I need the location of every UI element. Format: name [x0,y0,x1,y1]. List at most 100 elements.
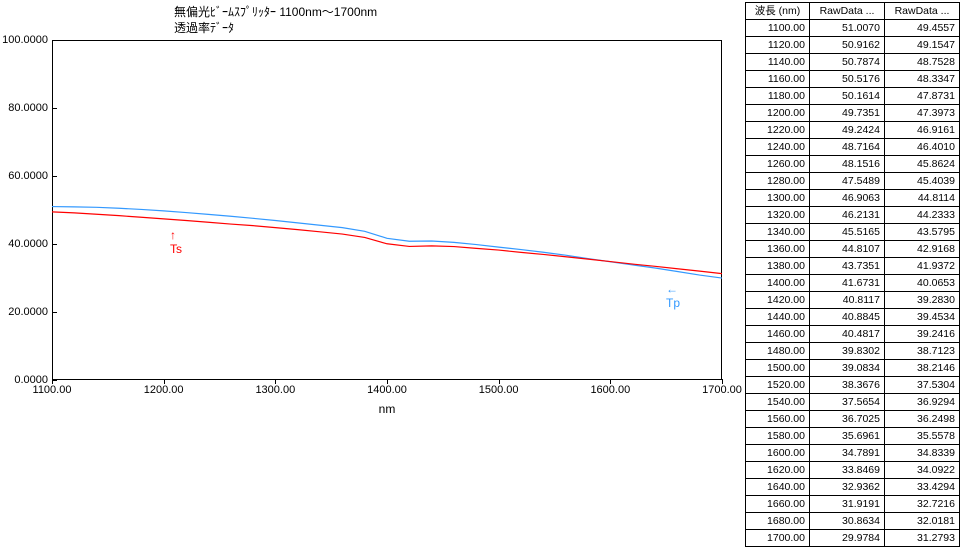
table-row: 1340.0045.516543.5795 [746,224,960,241]
table-cell: 39.8302 [810,343,885,360]
table-header-row: 波長 (nm) RawData ... RawData ... [746,3,960,20]
table-cell: 40.0653 [884,275,959,292]
y-tick-mark [52,176,57,177]
table-cell: 50.5176 [810,71,885,88]
table-cell: 33.8469 [810,462,885,479]
table-cell: 47.5489 [810,173,885,190]
ts-annotation: ↑ Ts [170,228,182,256]
ts-label: Ts [170,242,182,256]
table-cell: 34.7891 [810,445,885,462]
table-row: 1220.0049.242446.9161 [746,122,960,139]
x-tick-mark [610,379,611,384]
table-cell: 1480.00 [746,343,810,360]
y-tick-label: 100.0000 [2,34,48,46]
table-row: 1300.0046.906344.8114 [746,190,960,207]
table-cell: 29.9784 [810,530,885,547]
table-cell: 45.8624 [884,156,959,173]
table-cell: 50.7874 [810,54,885,71]
table-row: 1460.0040.481739.2416 [746,326,960,343]
x-tick-mark [52,379,53,384]
table-cell: 1520.00 [746,377,810,394]
table-cell: 40.8117 [810,292,885,309]
col-header-wavelength: 波長 (nm) [746,3,810,20]
table-cell: 1420.00 [746,292,810,309]
table-cell: 32.7216 [884,496,959,513]
chart-area: 無偏光ﾋﾞｰﾑｽﾌﾟﾘｯﾀｰ 1100nm～1700nm 透過率ﾃﾞｰﾀ 0.0… [0,0,739,520]
col-header-raw2: RawData ... [884,3,959,20]
table-row: 1280.0047.548945.4039 [746,173,960,190]
table-cell: 50.1614 [810,88,885,105]
y-tick-label: 60.0000 [2,170,48,182]
y-tick-label: 40.0000 [2,238,48,250]
table-cell: 1220.00 [746,122,810,139]
y-tick-mark [52,40,57,41]
table-cell: 34.0922 [884,462,959,479]
table-cell: 46.9161 [884,122,959,139]
table-cell: 1320.00 [746,207,810,224]
x-tick-label: 1300.00 [245,384,305,396]
table-cell: 1500.00 [746,360,810,377]
table-row: 1100.0051.007049.4557 [746,20,960,37]
table-cell: 1180.00 [746,88,810,105]
tp-annotation: ← Tp [666,282,680,310]
table-cell: 32.0181 [884,513,959,530]
table-cell: 39.2830 [884,292,959,309]
table-cell: 45.5165 [810,224,885,241]
table-row: 1480.0039.830238.7123 [746,343,960,360]
table-cell: 49.2424 [810,122,885,139]
plot-wrapper: 0.000020.000040.000060.000080.0000100.00… [52,40,722,380]
table-row: 1260.0048.151645.8624 [746,156,960,173]
table-row: 1120.0050.916249.1547 [746,37,960,54]
col-header-raw1: RawData ... [810,3,885,20]
table-cell: 1380.00 [746,258,810,275]
table-cell: 46.4010 [884,139,959,156]
chart-svg [52,40,722,380]
table-cell: 49.4557 [884,20,959,37]
x-tick-mark [499,379,500,384]
ts-arrow-icon: ↑ [170,228,176,242]
table-cell: 51.0070 [810,20,885,37]
data-table: 波長 (nm) RawData ... RawData ... 1100.005… [745,2,960,547]
x-tick-mark [164,379,165,384]
x-tick-label: 1200.00 [134,384,194,396]
table-row: 1240.0048.716446.4010 [746,139,960,156]
table-cell: 39.2416 [884,326,959,343]
y-tick-label: 20.0000 [2,306,48,318]
table-cell: 33.4294 [884,479,959,496]
table-cell: 1660.00 [746,496,810,513]
table-cell: 48.7528 [884,54,959,71]
table-row: 1660.0031.919132.7216 [746,496,960,513]
table-cell: 35.5578 [884,428,959,445]
table-cell: 37.5654 [810,394,885,411]
table-row: 1600.0034.789134.8339 [746,445,960,462]
table-row: 1160.0050.517648.3347 [746,71,960,88]
x-tick-mark [722,379,723,384]
table-cell: 1440.00 [746,309,810,326]
table-cell: 45.4039 [884,173,959,190]
table-row: 1520.0038.367637.5304 [746,377,960,394]
table-cell: 48.3347 [884,71,959,88]
table-cell: 38.2146 [884,360,959,377]
table-cell: 49.1547 [884,37,959,54]
table-cell: 48.7164 [810,139,885,156]
table-cell: 46.9063 [810,190,885,207]
table-cell: 40.4817 [810,326,885,343]
table-cell: 1240.00 [746,139,810,156]
table-row: 1540.0037.565436.9294 [746,394,960,411]
table-row: 1500.0039.083438.2146 [746,360,960,377]
table-cell: 39.0834 [810,360,885,377]
x-tick-label: 1500.00 [469,384,529,396]
table-cell: 47.8731 [884,88,959,105]
table-cell: 43.5795 [884,224,959,241]
table-row: 1320.0046.213144.2333 [746,207,960,224]
table-cell: 34.8339 [884,445,959,462]
table-cell: 44.8107 [810,241,885,258]
table-cell: 1400.00 [746,275,810,292]
tp-label: Tp [666,296,680,310]
series-tp-line [52,207,722,278]
y-tick-mark [52,312,57,313]
table-cell: 1460.00 [746,326,810,343]
table-cell: 40.8845 [810,309,885,326]
table-cell: 41.9372 [884,258,959,275]
table-row: 1360.0044.810742.9168 [746,241,960,258]
